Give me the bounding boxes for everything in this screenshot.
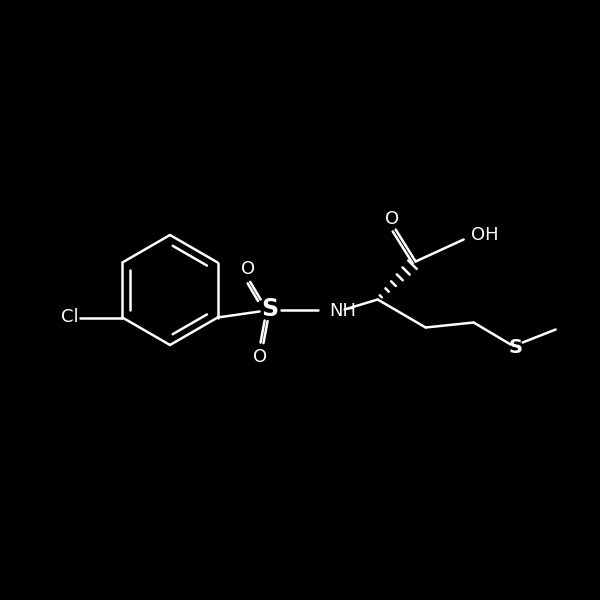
Text: NH: NH bbox=[329, 301, 356, 319]
Text: OH: OH bbox=[470, 226, 498, 245]
Text: O: O bbox=[241, 260, 254, 278]
Text: O: O bbox=[253, 347, 266, 365]
Text: S: S bbox=[509, 338, 523, 357]
Text: O: O bbox=[385, 209, 398, 227]
Text: Cl: Cl bbox=[61, 308, 79, 326]
Text: S: S bbox=[261, 298, 278, 322]
